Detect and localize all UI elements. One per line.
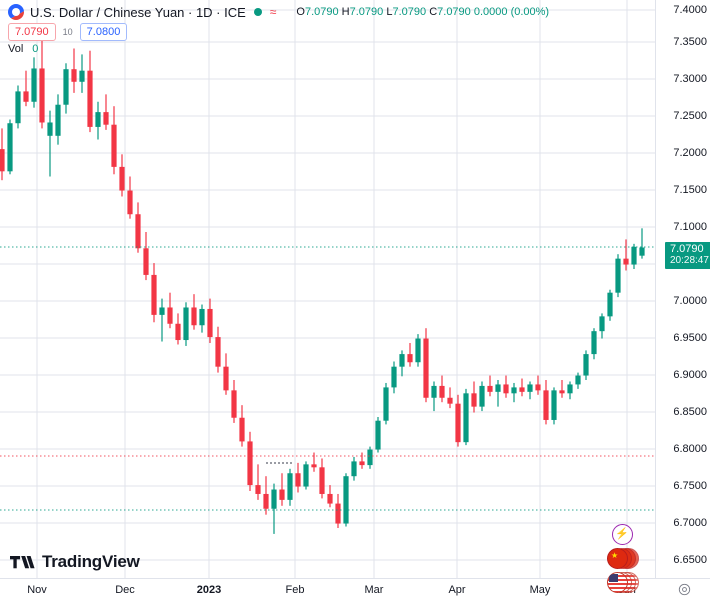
price-tick: 6.6500 — [673, 554, 707, 566]
cny-coin-front-icon — [607, 548, 628, 569]
lightning-alert-button[interactable]: ⚡ — [611, 524, 633, 545]
time-tick: Feb — [285, 584, 305, 596]
price-axis[interactable]: 7.4000 7.3500 7.3000 7.2500 7.2000 7.1500 7.10… — [655, 0, 710, 578]
price-tick: 7.1500 — [673, 184, 707, 196]
price-tick: 7.4000 — [673, 4, 707, 16]
usd-coin-front-icon — [607, 572, 628, 593]
cny-currency-button[interactable] — [607, 548, 639, 569]
sell-price-chip[interactable]: 7.0790 — [8, 23, 56, 41]
symbol-title[interactable]: U.S. Dollar / Chinese Yuan · 1D · ICE — [30, 4, 246, 20]
market-open-dot-icon[interactable] — [253, 8, 262, 16]
current-price-value: 7.0790 — [670, 243, 704, 255]
ohlc-low-label: L — [386, 6, 393, 18]
ohlc-open-label: O — [296, 6, 305, 18]
price-tick: 7.1000 — [673, 221, 707, 233]
ohlc-open-value: 7.0790 — [304, 6, 339, 18]
price-tick: 6.9500 — [673, 332, 707, 344]
ohlc-values: O7.0790 H7.0790 L7.0790 C7.0790 0.0000 (… — [296, 6, 549, 18]
price-chips-row: 7.0790 10 7.0800 — [8, 23, 128, 41]
tradingview-watermark: TradingView — [10, 552, 140, 572]
price-tick: 7.2000 — [673, 147, 707, 159]
volume-label: Vol — [8, 43, 24, 55]
chart-pane[interactable] — [0, 0, 655, 578]
price-tick: 6.7000 — [673, 517, 707, 529]
floating-action-buttons: ⚡ — [607, 524, 639, 593]
volume-value: 0 — [32, 43, 39, 55]
tradingview-logo-icon — [10, 555, 35, 568]
ohlc-close-label: C — [429, 6, 438, 18]
lightning-bolt-icon: ⚡ — [615, 528, 629, 540]
volume-legend[interactable]: Vol 0 — [8, 43, 38, 55]
price-tick: 6.9000 — [673, 369, 707, 381]
spread-value: 10 — [62, 27, 73, 37]
chart-legend: U.S. Dollar / Chinese Yuan · 1D · ICE ≈ … — [8, 4, 549, 20]
time-tick: Dec — [115, 584, 135, 596]
price-tick: 7.3500 — [673, 36, 707, 48]
time-tick: Apr — [448, 584, 466, 596]
time-tick: Nov — [27, 584, 47, 596]
current-price-badge[interactable]: 7.0790 20:28:47 — [665, 242, 710, 269]
chart-gridlines — [0, 0, 655, 578]
ohlc-high-label: H — [341, 6, 350, 18]
price-tick: 7.2500 — [673, 110, 707, 122]
ohlc-low-value: 7.0790 — [392, 6, 427, 18]
ohlc-high-value: 7.0790 — [349, 6, 384, 18]
chart-settings-icon[interactable]: ≈ — [269, 5, 277, 19]
time-tick: May — [529, 584, 551, 596]
price-tick: 7.3000 — [673, 73, 707, 85]
chart-overlay-lines — [0, 246, 655, 511]
time-axis[interactable]: NovDec2023FebMarAprMayJun — [0, 578, 710, 601]
usd-cny-pair-logo-icon — [8, 4, 24, 20]
tradingview-watermark-text: TradingView — [42, 552, 140, 571]
buy-price-chip[interactable]: 7.0800 — [79, 23, 128, 41]
time-axis-settings-gear-icon[interactable] — [678, 583, 691, 596]
time-tick: 2023 — [196, 584, 222, 596]
usd-currency-button[interactable] — [607, 572, 639, 593]
bar-countdown-timer: 20:28:47 — [670, 255, 709, 266]
time-tick: Mar — [364, 584, 384, 596]
price-tick: 6.8500 — [673, 406, 707, 418]
ohlc-change-percent: (0.00%) — [510, 6, 550, 18]
price-tick: 6.8000 — [673, 443, 707, 455]
price-tick: 6.7500 — [673, 480, 707, 492]
price-tick: 7.0000 — [673, 295, 707, 307]
ohlc-change-value: 0.0000 — [473, 6, 508, 18]
candlestick-series — [0, 38, 645, 534]
ohlc-close-value: 7.0790 — [437, 6, 471, 18]
